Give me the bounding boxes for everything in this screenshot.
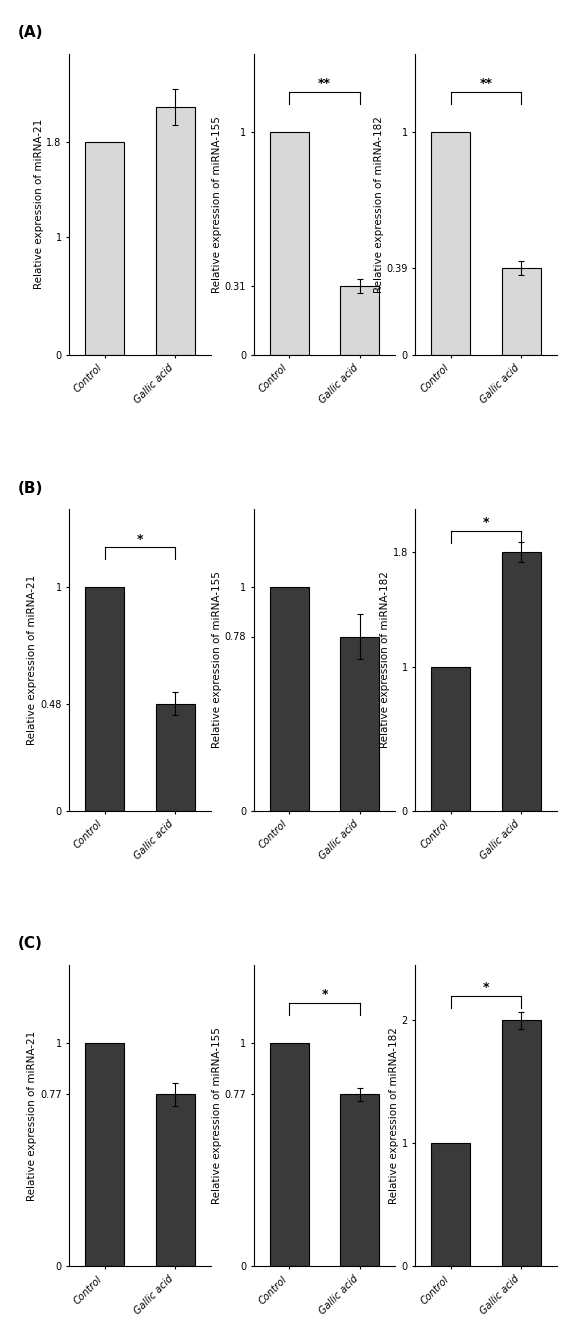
Y-axis label: Relative expression of miRNA-182: Relative expression of miRNA-182	[374, 117, 384, 292]
Text: *: *	[321, 989, 328, 1001]
Text: **: **	[318, 78, 331, 90]
Bar	[270, 587, 309, 811]
Text: (B): (B)	[17, 481, 43, 496]
Y-axis label: Relative expression of miRNA-182: Relative expression of miRNA-182	[380, 572, 390, 748]
Y-axis label: Relative expression of miRNA-155: Relative expression of miRNA-155	[212, 1028, 222, 1203]
Bar	[432, 131, 470, 355]
Bar	[270, 1043, 309, 1266]
Bar	[432, 1143, 470, 1266]
Bar	[340, 1095, 379, 1266]
Text: (C): (C)	[17, 937, 42, 951]
Bar	[340, 636, 379, 811]
Bar	[156, 107, 194, 355]
Bar	[432, 667, 470, 811]
Y-axis label: Relative expression of miRNA-21: Relative expression of miRNA-21	[33, 119, 44, 289]
Y-axis label: Relative expression of miRNA-182: Relative expression of miRNA-182	[389, 1028, 399, 1203]
Bar	[340, 285, 379, 355]
Bar	[270, 131, 309, 355]
Text: *: *	[483, 981, 489, 994]
Y-axis label: Relative expression of miRNA-21: Relative expression of miRNA-21	[27, 1030, 37, 1201]
Y-axis label: Relative expression of miRNA-155: Relative expression of miRNA-155	[212, 572, 222, 748]
Bar	[156, 1095, 194, 1266]
Bar	[502, 1020, 541, 1266]
Bar	[85, 587, 124, 811]
Text: **: **	[479, 78, 493, 90]
Text: *: *	[137, 533, 143, 545]
Text: *: *	[483, 516, 489, 529]
Bar	[156, 704, 194, 811]
Bar	[502, 268, 541, 355]
Bar	[85, 1043, 124, 1266]
Y-axis label: Relative expression of miRNA-155: Relative expression of miRNA-155	[212, 117, 222, 292]
Bar	[85, 142, 124, 355]
Bar	[502, 552, 541, 811]
Y-axis label: Relative expression of miRNA-21: Relative expression of miRNA-21	[28, 575, 38, 745]
Text: (A): (A)	[17, 25, 43, 40]
